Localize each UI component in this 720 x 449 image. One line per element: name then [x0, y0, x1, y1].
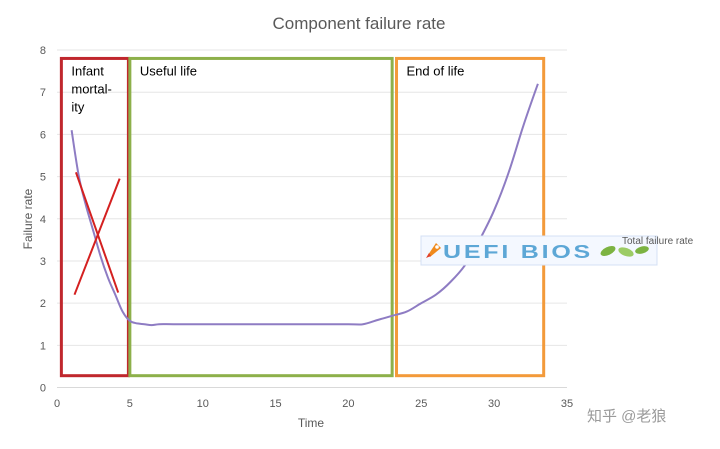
y-tick-label: 1: [40, 340, 46, 352]
x-tick-label: 10: [197, 398, 209, 410]
x-tick-label: 25: [415, 398, 427, 410]
y-tick-labels: 0 1 2 3 4 5 6 7 8: [40, 45, 46, 395]
cross-stroke: [73, 178, 121, 296]
region-label: ity: [71, 99, 85, 114]
watermark-text: UEFI BIOS: [443, 242, 593, 262]
y-tick-label: 0: [40, 383, 46, 395]
region-label: End of life: [407, 63, 465, 78]
x-tick-label: 15: [269, 398, 281, 410]
watermark: UEFI BIOS: [420, 235, 658, 266]
y-tick-label: 8: [40, 45, 46, 57]
y-tick-label: 2: [40, 298, 46, 310]
legend-entry-total-failure-rate: Total failure rate: [622, 236, 694, 247]
x-tick-label: 35: [561, 398, 573, 410]
y-tick-label: 4: [40, 214, 46, 226]
region-label: Infant: [71, 63, 104, 78]
gridlines: [57, 49, 567, 346]
region-label: mortal-: [71, 81, 111, 96]
y-tick-label: 7: [40, 87, 46, 99]
region-label: Useful life: [140, 63, 197, 78]
y-axis-label: Failure rate: [21, 188, 35, 249]
x-tick-label: 30: [488, 398, 500, 410]
cross-mark: [73, 172, 121, 296]
x-tick-label: 5: [127, 398, 133, 410]
source-attribution: 知乎 @老狼: [587, 408, 666, 425]
region-box-2: [395, 56, 546, 378]
x-tick-labels: 0 5 10 15 20 25 30 35: [54, 398, 573, 410]
leaf-icon: [600, 246, 649, 257]
y-tick-label: 5: [40, 172, 46, 184]
x-axis-label: Time: [298, 416, 325, 430]
y-tick-label: 6: [40, 129, 46, 141]
chart-title: Component failure rate: [273, 14, 446, 33]
watermark-background: [420, 235, 658, 266]
life-phase-regions: Infant mortal-ity Useful life End of life: [59, 56, 546, 378]
rocket-icon: [426, 243, 441, 258]
x-tick-label: 0: [54, 398, 60, 410]
y-tick-label: 3: [40, 256, 46, 268]
cross-stroke: [74, 172, 120, 293]
region-box-1: [128, 56, 394, 378]
x-tick-label: 20: [342, 398, 354, 410]
